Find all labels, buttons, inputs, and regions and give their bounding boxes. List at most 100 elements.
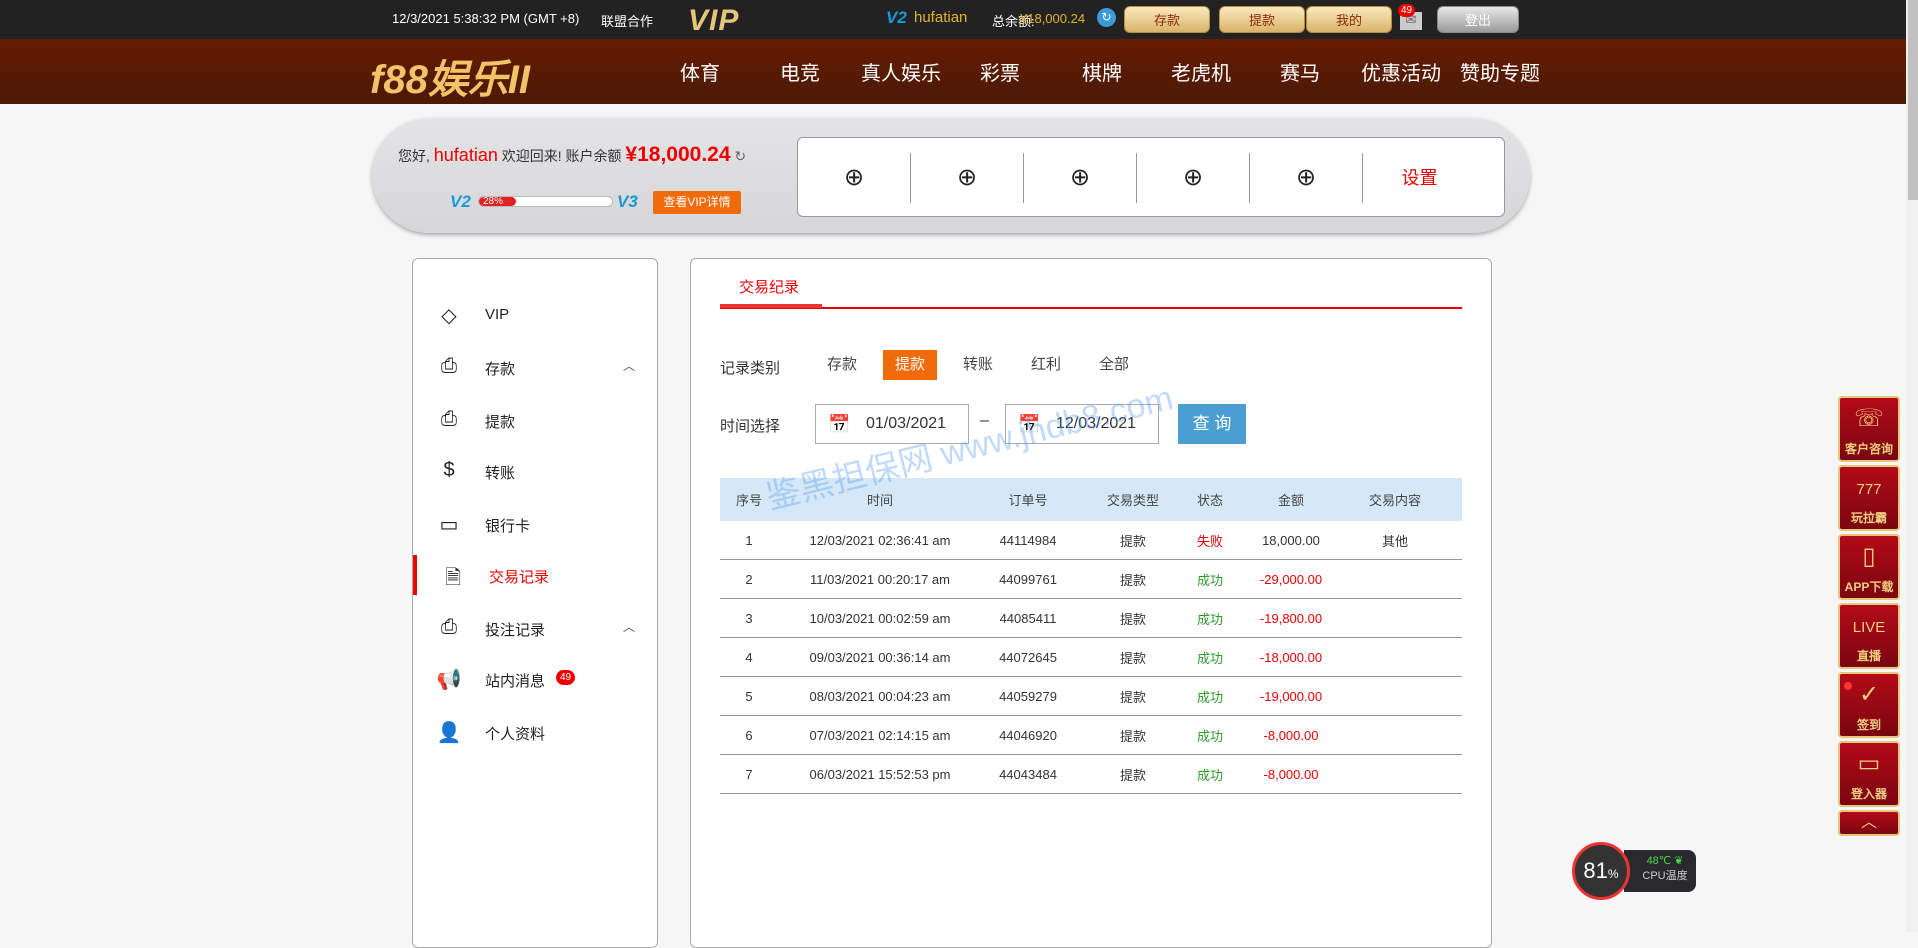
table-cell: 提款 [1119,572,1147,588]
category-all[interactable]: 全部 [1099,356,1130,373]
nav-horse-racing[interactable]: 赛马 [1280,63,1320,85]
float-button[interactable]: ☏ 客户咨询 [1838,396,1900,462]
tab-transaction-records[interactable]: 交易纪录 [739,279,800,296]
float-button[interactable]: ▯ APP下载 [1838,534,1900,600]
floating-menu: ☏ 客户咨询 777 玩拉霸 ▯ APP下载 LIVE 直播 ✓ 签到 ▭ 登入器 ︿ [1838,396,1900,839]
add-shortcut-icon[interactable]: ⊕ [1250,153,1363,203]
float-button-label: 直播 [1856,649,1881,663]
date-from-input[interactable]: 📅 01/03/2021 [815,404,969,444]
sidebar-item[interactable]: ◇ VIP [413,295,657,335]
date-to-input[interactable]: 📅 12/03/2021 [1005,404,1159,444]
sidebar-item[interactable]: $ 转账 [413,451,657,491]
sidebar-item[interactable]: ⎙ 存款 ︿ [413,347,657,387]
float-button-label: 客户咨询 [1844,442,1893,456]
add-shortcut-icon[interactable]: ⊕ [798,153,911,203]
calendar-icon: 📅 [828,414,851,434]
withdraw-icon: ⎙ [441,408,457,430]
table-cell: 44059279 [999,688,1057,704]
transfer-icon: $ [443,459,455,481]
cpu-info: 48℃ ❦ CPU温度 [1624,850,1696,892]
float-button[interactable]: ▭ 登入器 [1838,741,1900,807]
table-cell: -8,000.00 [1263,766,1319,782]
float-button[interactable]: 777 玩拉霸 [1838,465,1900,531]
sidebar-item[interactable]: ⎙ 投注记录 ︿ [413,608,657,648]
time-label: 时间选择 [720,418,781,435]
sidebar-item-label: 站内消息 [485,673,546,690]
back-to-top-button[interactable]: ︿ [1838,810,1900,836]
float-button[interactable]: ✓ 签到 [1838,672,1900,738]
sidebar-item[interactable]: 👤 个人资料 [413,712,657,752]
sidebar-item[interactable]: ⎙ 提款 [413,400,657,440]
category-transfer[interactable]: 转账 [963,356,994,373]
nav-chess[interactable]: 棋牌 [1082,63,1122,85]
cpu-usage-unit: % [1607,867,1619,881]
chevron-up-icon[interactable]: ︿ [622,620,635,634]
site-logo[interactable]: f88娱乐II [370,58,531,102]
username[interactable]: hufatian [914,9,968,26]
quick-links: ⊕ ⊕ ⊕ ⊕ ⊕ 设置 [797,137,1505,217]
logout-button[interactable]: 登出 [1437,6,1519,33]
calendar-icon: 📅 [1018,414,1041,434]
leaf-icon: ❦ [1674,855,1684,867]
welcome-text: 欢迎回来! [501,148,562,164]
table-cell: 2 [745,571,753,587]
table-cell: 07/03/2021 02:14:15 am [809,727,951,743]
date-separator: – [980,412,989,429]
cpu-usage-value: 81 [1583,858,1608,883]
nav-promotions[interactable]: 优惠活动 [1361,63,1441,85]
category-bonus[interactable]: 红利 [1031,356,1062,373]
category-withdraw[interactable]: 提款 [883,350,938,380]
sidebar-item[interactable]: 🗎 交易记录 [413,555,657,595]
table-header: 序号 时间 订单号 交易类型 状态 金额 交易内容 [720,478,1462,521]
nav-slots[interactable]: 老虎机 [1171,63,1231,85]
scrollbar-thumb[interactable] [1908,0,1918,200]
query-button[interactable]: 查 询 [1178,404,1246,444]
settings-link[interactable]: 设置 [1401,168,1438,188]
sidebar-item[interactable]: 📢 站内消息 49 [413,659,657,699]
partner-link[interactable]: 联盟合作 [601,14,654,29]
nav-sports[interactable]: 体育 [680,63,720,85]
table-cell: 成功 [1196,650,1224,666]
balance-label: 账户余额 [565,148,622,164]
cpu-widget: 48℃ ❦ CPU温度 81% [1572,842,1696,900]
nav-lottery[interactable]: 彩票 [980,63,1020,85]
table-cell: 44114984 [999,532,1057,548]
sidebar-item-label: 提款 [485,414,516,431]
sidebar-item[interactable]: ▭ 银行卡 [413,504,657,544]
table-row: 6 07/03/2021 02:14:15 am 44046920 提款 成功 -8,00… [720,716,1462,755]
chevron-up-icon: ︿ [1860,814,1877,831]
table-cell: 提款 [1119,689,1147,705]
refresh-icon[interactable]: ↻ [734,148,747,164]
greeting: 您好, hufatian 欢迎回来! 账户余额 ¥18,000.24 ↻ [398,143,746,167]
table-cell: 4 [745,649,753,665]
nav-sponsorship[interactable]: 赞助专题 [1460,63,1540,85]
live-tv-icon: LIVE [1852,619,1886,636]
table-cell: 1 [745,532,753,548]
withdraw-button[interactable]: 提款 [1219,6,1305,33]
category-deposit[interactable]: 存款 [827,356,858,373]
nav-live-casino[interactable]: 真人娱乐 [861,63,941,85]
vip-logo[interactable]: VIP [688,4,740,37]
my-button[interactable]: 我的 [1306,6,1392,33]
add-shortcut-icon[interactable]: ⊕ [911,153,1024,203]
hello-text: 您好, [398,148,430,164]
column-header: 交易类型 [1106,493,1160,508]
table-cell: 成功 [1196,767,1224,783]
wallet-icon: ▭ [439,514,459,536]
table-row: 2 11/03/2021 00:20:17 am 44099761 提款 成功 -29,0… [720,560,1462,599]
table-cell: 3 [745,610,753,626]
vip-details-button[interactable]: 查看VIP详情 [653,191,741,214]
user-icon: 👤 [436,722,462,744]
chevron-up-icon[interactable]: ︿ [622,359,635,373]
scrollbar[interactable] [1906,0,1918,932]
sidebar-item-label: 投注记录 [485,622,546,639]
add-shortcut-icon[interactable]: ⊕ [1024,153,1137,203]
phone-24-icon: ☏ [1853,405,1884,432]
table-cell: 提款 [1119,533,1147,549]
refresh-icon[interactable]: ↻ [1097,8,1116,27]
add-shortcut-icon[interactable]: ⊕ [1137,153,1250,203]
column-header: 状态 [1196,493,1224,508]
nav-esports[interactable]: 电竞 [780,63,820,85]
float-button[interactable]: LIVE 直播 [1838,603,1900,669]
deposit-button[interactable]: 存款 [1124,6,1210,33]
